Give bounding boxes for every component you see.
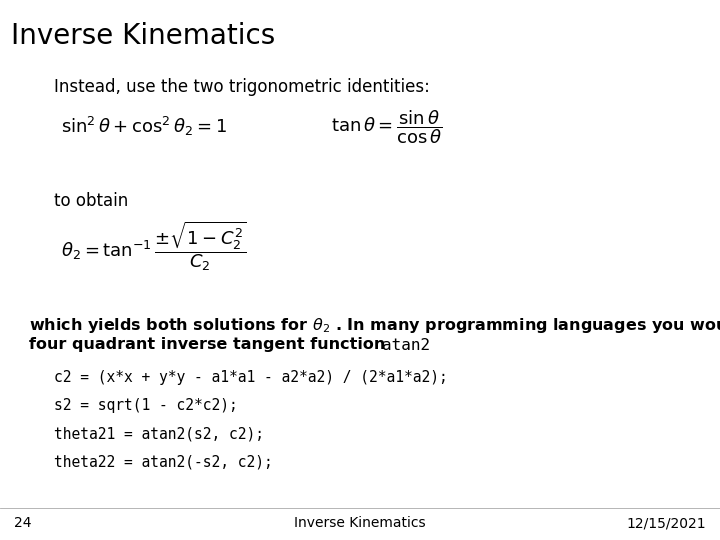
- Text: s2 = sqrt(1 - c2*c2);: s2 = sqrt(1 - c2*c2);: [54, 398, 238, 413]
- Text: which yields both solutions for $\theta_2$ . In many programming languages you w: which yields both solutions for $\theta_…: [29, 316, 720, 335]
- Text: Inverse Kinematics: Inverse Kinematics: [11, 22, 275, 50]
- Text: Inverse Kinematics: Inverse Kinematics: [294, 516, 426, 530]
- Text: $\theta_2 = \tan^{-1}\dfrac{\pm\sqrt{1-C_2^2}}{C_2}$: $\theta_2 = \tan^{-1}\dfrac{\pm\sqrt{1-C…: [61, 219, 247, 273]
- Text: c2 = (x*x + y*y - a1*a1 - a2*a2) / (2*a1*a2);: c2 = (x*x + y*y - a1*a1 - a2*a2) / (2*a1…: [54, 370, 448, 385]
- Text: 12/15/2021: 12/15/2021: [626, 516, 706, 530]
- Text: $\sin^2\theta + \cos^2\theta_2 = 1$: $\sin^2\theta + \cos^2\theta_2 = 1$: [61, 116, 227, 138]
- Text: $\tan\theta = \dfrac{\sin\theta}{\cos\theta}$: $\tan\theta = \dfrac{\sin\theta}{\cos\th…: [331, 108, 443, 146]
- Text: four quadrant inverse tangent function: four quadrant inverse tangent function: [29, 338, 391, 353]
- Text: 24: 24: [14, 516, 32, 530]
- Text: Instead, use the two trigonometric identities:: Instead, use the two trigonometric ident…: [54, 78, 430, 96]
- Text: to obtain: to obtain: [54, 192, 128, 210]
- Text: theta22 = atan2(-s2, c2);: theta22 = atan2(-s2, c2);: [54, 454, 273, 469]
- Text: atan2: atan2: [382, 338, 430, 353]
- Text: theta21 = atan2(s2, c2);: theta21 = atan2(s2, c2);: [54, 426, 264, 441]
